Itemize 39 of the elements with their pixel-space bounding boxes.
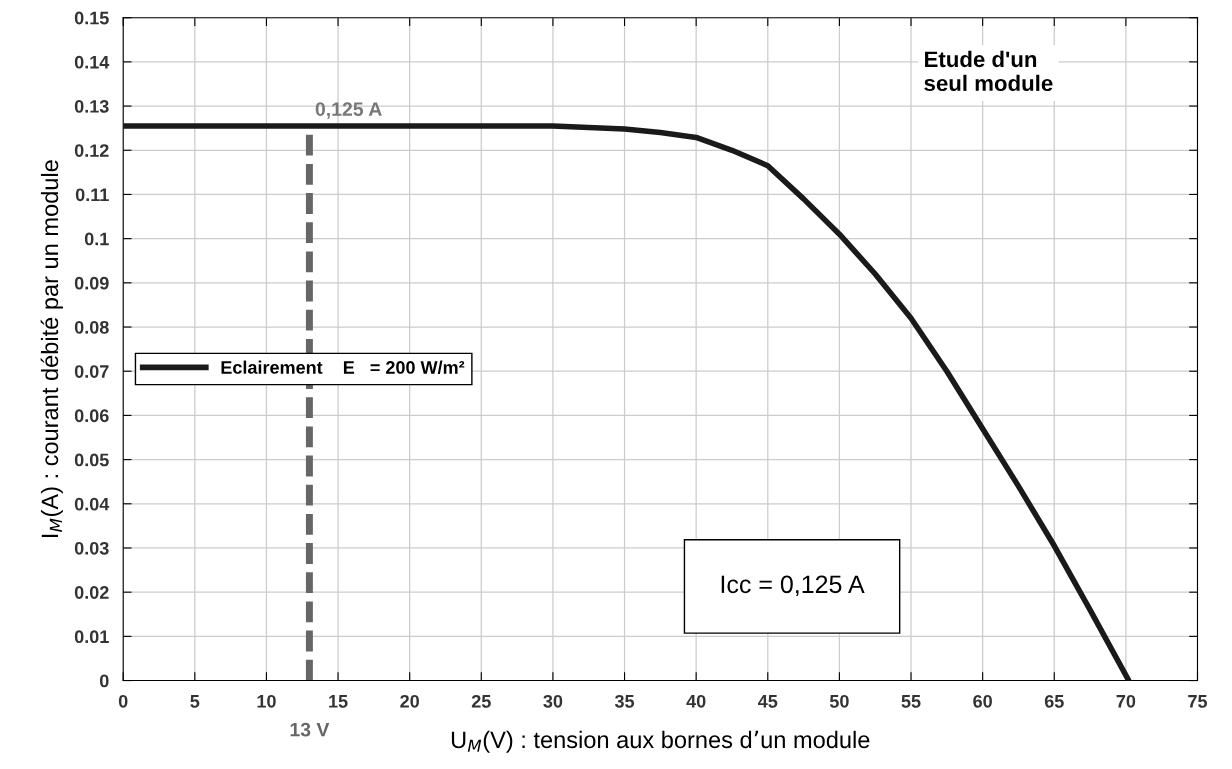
y-tick-label: 0.05 (74, 453, 109, 467)
x-tick-label: 50 (829, 694, 849, 708)
annotation: Etude d'un seul module (924, 50, 1053, 92)
y-tick-label: 0.04 (74, 497, 110, 511)
y-tick-label: 0.06 (74, 409, 109, 423)
ref-line-label: 13 V (290, 722, 330, 737)
y-axis-title: I$_{M}$(A) : courant débité par un module (40, 160, 63, 538)
y-tick-label: 0.09 (74, 276, 109, 290)
x-tick-label: 25 (471, 694, 491, 708)
x-tick-label: 20 (400, 694, 419, 708)
x-tick-label: 55 (901, 695, 921, 708)
y-tick-label: 0.03 (74, 541, 109, 555)
x-tick-label: 60 (973, 694, 992, 708)
y-tick-label: 0.01 (74, 630, 109, 644)
y-tick-label: 0.07 (74, 365, 109, 378)
x-tick-label: 0 (118, 694, 128, 708)
x-tick-label: 75 (1188, 695, 1208, 708)
x-tick-label: 10 (257, 694, 276, 708)
x-tick-label: 35 (614, 694, 635, 708)
y-tick-label: 0.1 (84, 232, 109, 246)
annotation: 0,125 A (315, 102, 382, 119)
y-tick-label: 0.14 (74, 55, 110, 69)
x-tick-label: 15 (329, 695, 348, 708)
x-tick-label: 30 (543, 694, 563, 708)
y-tick-label: 0 (99, 674, 109, 688)
y-tick-label: 0.12 (74, 144, 109, 157)
y-tick-label: 0.11 (75, 188, 109, 202)
x-axis-title: U$_{M}$(V) : tension aux bornes d’un module (451, 730, 870, 753)
y-tick-label: 0.02 (74, 586, 109, 599)
annotation: Icc = 0,125 A (721, 575, 865, 597)
x-tick-label: 5 (190, 695, 200, 708)
x-tick-label: 40 (686, 694, 706, 708)
x-tick-label: 45 (758, 695, 778, 708)
x-tick-label: 70 (1116, 694, 1136, 708)
y-tick-label: 0.13 (74, 100, 109, 113)
y-tick-label: 0.15 (74, 11, 109, 25)
legend-label: Eclairement E = 200 W/m² (221, 360, 465, 375)
y-tick-label: 0.08 (74, 320, 109, 334)
x-tick-label: 65 (1044, 694, 1064, 708)
